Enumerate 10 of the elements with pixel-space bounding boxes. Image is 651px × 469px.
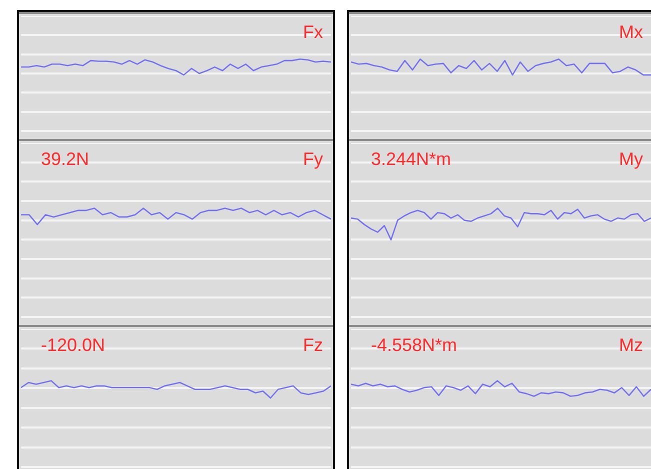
chart-title: Mz [619, 335, 643, 356]
text: 39.2N [41, 149, 90, 170]
chart-title: Fz [303, 335, 323, 356]
text: 3.244N*m [371, 149, 452, 170]
chart-title: Mx [619, 22, 643, 43]
chart-title: My [619, 149, 643, 170]
text: -4.558N*m [371, 335, 458, 356]
chart-title: Fy [303, 149, 323, 170]
chart-title: Fx [303, 22, 323, 43]
text: -120.0N [41, 335, 106, 356]
